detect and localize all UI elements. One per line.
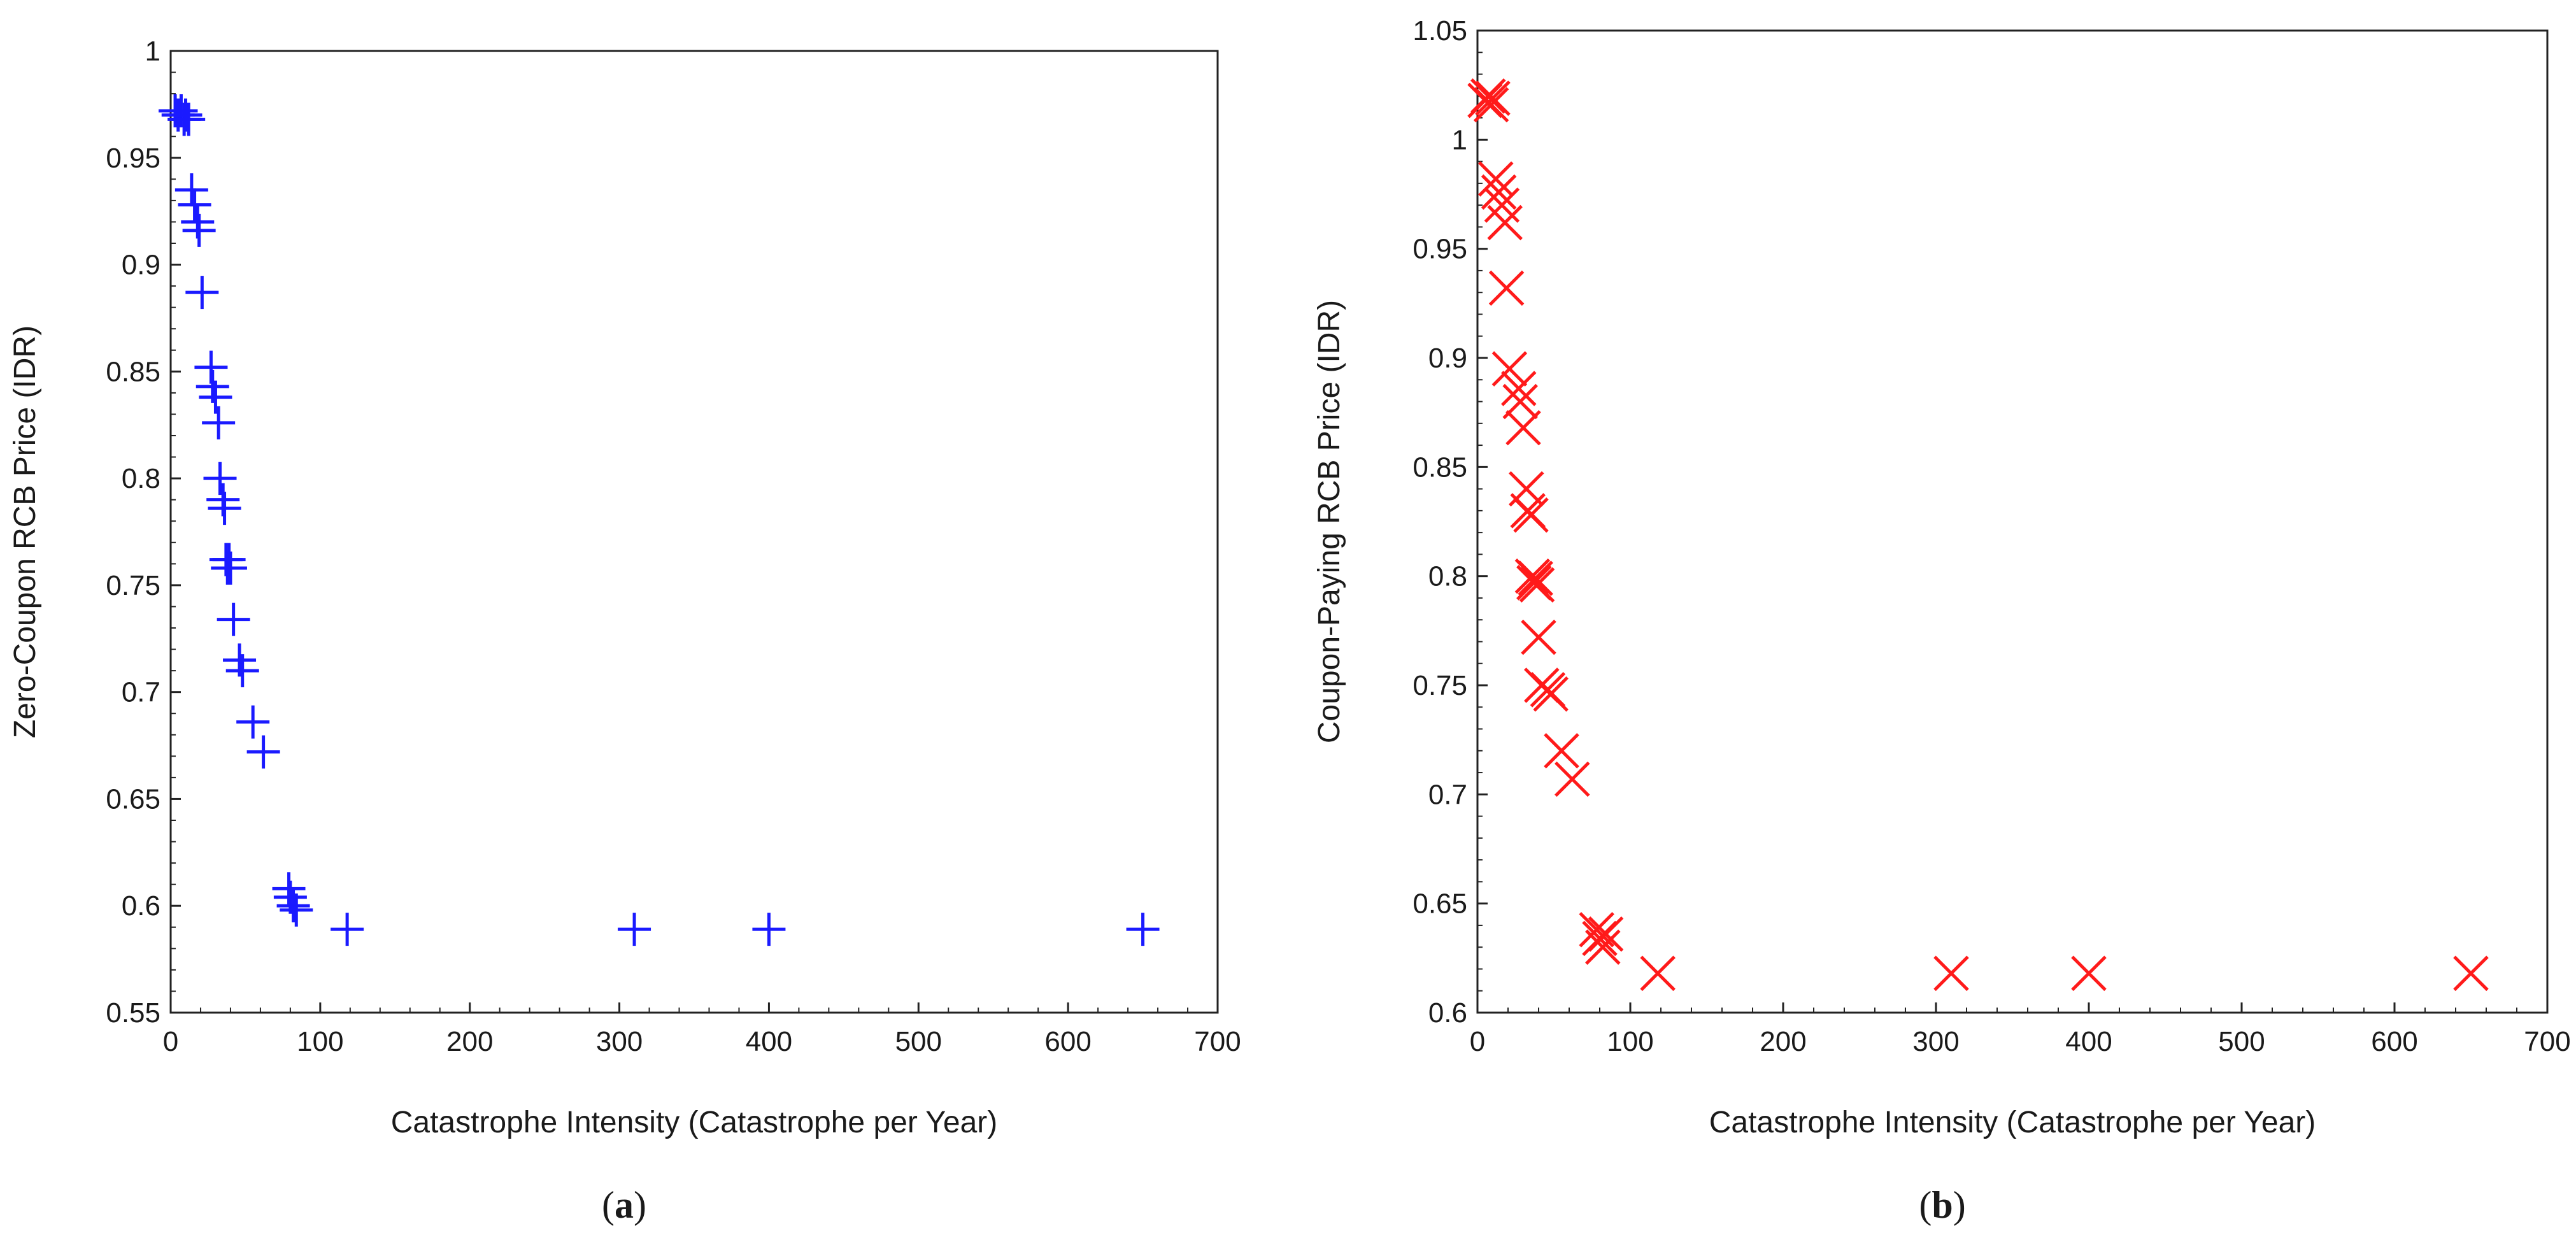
y-tick-label: 0.8 (122, 463, 160, 494)
caption-b: (b) (1919, 1184, 1965, 1226)
x-tick-label: 400 (746, 1026, 792, 1057)
y-tick-label: 0.85 (1413, 452, 1467, 483)
plot-frame (169, 50, 1219, 1014)
data-point (172, 103, 206, 136)
x-tick-label: 0 (1470, 1026, 1485, 1057)
data-point (1585, 929, 1621, 965)
data-point (225, 654, 259, 688)
panel-a: 0 100 200 300 400 500 600 700 0.55 0.6 0.65 0.7 0.75… (8, 36, 1241, 1139)
data-point (280, 893, 313, 927)
data-point (236, 705, 270, 739)
y-tick-label: 1.05 (1413, 15, 1467, 46)
data-point (1470, 78, 1506, 114)
y-tick-label: 0.75 (1413, 670, 1467, 701)
y-tick-label: 0.9 (1428, 343, 1467, 374)
data-point (1544, 733, 1579, 769)
data-point (1933, 955, 1969, 992)
data-point (1640, 955, 1676, 992)
x-tick-label: 500 (895, 1026, 942, 1057)
x-tick-label: 500 (2218, 1026, 2265, 1057)
y-tick-label: 0.75 (106, 570, 160, 601)
data-point (1521, 619, 1556, 655)
x-tick-label: 400 (2065, 1026, 2112, 1057)
y-tick-label: 0.6 (122, 890, 160, 922)
x-tick-label: 0 (163, 1026, 178, 1057)
data-point (273, 880, 307, 914)
data-point (178, 188, 211, 222)
data-point (1126, 913, 1160, 946)
x-axis-label: Catastrophe Intensity (Catastrophe per Y… (391, 1106, 998, 1139)
data-point (276, 889, 310, 923)
y-tick-label: 0.95 (1413, 234, 1467, 265)
y-tick-label: 0.85 (106, 356, 160, 387)
data-point (1513, 497, 1549, 533)
data-point (1555, 761, 1590, 797)
y-axis-label: Zero-Coupon RCB Price (IDR) (8, 325, 42, 738)
data-point (1505, 410, 1541, 446)
x-tick-label: 200 (446, 1026, 493, 1057)
data-point (208, 492, 241, 525)
data-point (1519, 567, 1555, 603)
data-point (1488, 270, 1525, 306)
caption-a: (a) (602, 1184, 646, 1226)
x-tick-label: 100 (297, 1026, 343, 1057)
data-point (213, 552, 247, 585)
x-tick-label: 600 (2371, 1026, 2417, 1057)
data-point (2071, 955, 2107, 992)
data-point (1473, 87, 1509, 123)
data-point (1491, 351, 1528, 387)
x-tick-label: 600 (1044, 1026, 1091, 1057)
data-point (182, 213, 216, 247)
x-tick-label: 300 (1912, 1026, 1959, 1057)
x-tick-label: 200 (1760, 1026, 1806, 1057)
data-point (1501, 371, 1537, 406)
y-tick-label: 0.65 (1413, 888, 1467, 920)
data-point (618, 913, 651, 946)
panel-b: 0 100 200 300 400 500 600 700 0.6 0.65 0.7 0.75 0.8 0… (1313, 15, 2571, 1139)
data-point (331, 913, 364, 946)
data-point (185, 276, 219, 310)
data-point (1475, 80, 1511, 116)
x-tick-label: 100 (1607, 1026, 1653, 1057)
data-point (202, 406, 236, 439)
x-tick-label: 300 (596, 1026, 643, 1057)
data-point (1533, 676, 1569, 712)
x-axis-label: Catastrophe Intensity (Catastrophe per Y… (1709, 1106, 2316, 1139)
plot-frame (1476, 29, 2549, 1014)
data-point (1481, 174, 1517, 210)
data-point (752, 913, 786, 946)
y-tick-label: 0.65 (106, 783, 160, 815)
data-point (1518, 560, 1553, 596)
x-tick-label: 700 (1194, 1026, 1241, 1057)
data-point (1588, 916, 1624, 952)
y-tick-label: 1 (1452, 124, 1467, 155)
data-point (246, 735, 280, 769)
data-point (217, 602, 250, 636)
y-tick-label: 0.55 (106, 997, 160, 1029)
data-point (164, 94, 198, 127)
y-tick-label: 0.8 (1428, 561, 1467, 592)
y-axis-label: Coupon-Paying RCB Price (IDR) (1313, 300, 1346, 743)
x-tick-label: 700 (2524, 1026, 2570, 1057)
y-tick-label: 1 (145, 36, 160, 67)
data-point (203, 462, 237, 495)
y-tick-label: 0.9 (122, 250, 160, 281)
data-point (1487, 204, 1523, 241)
data-point (174, 173, 208, 207)
y-tick-label: 0.7 (1428, 779, 1467, 810)
y-tick-label: 0.95 (106, 143, 160, 174)
data-point (169, 98, 203, 132)
data-point (199, 380, 232, 414)
data-point (2453, 955, 2489, 992)
y-tick-label: 0.7 (122, 677, 160, 708)
y-tick-label: 0.6 (1428, 997, 1467, 1029)
